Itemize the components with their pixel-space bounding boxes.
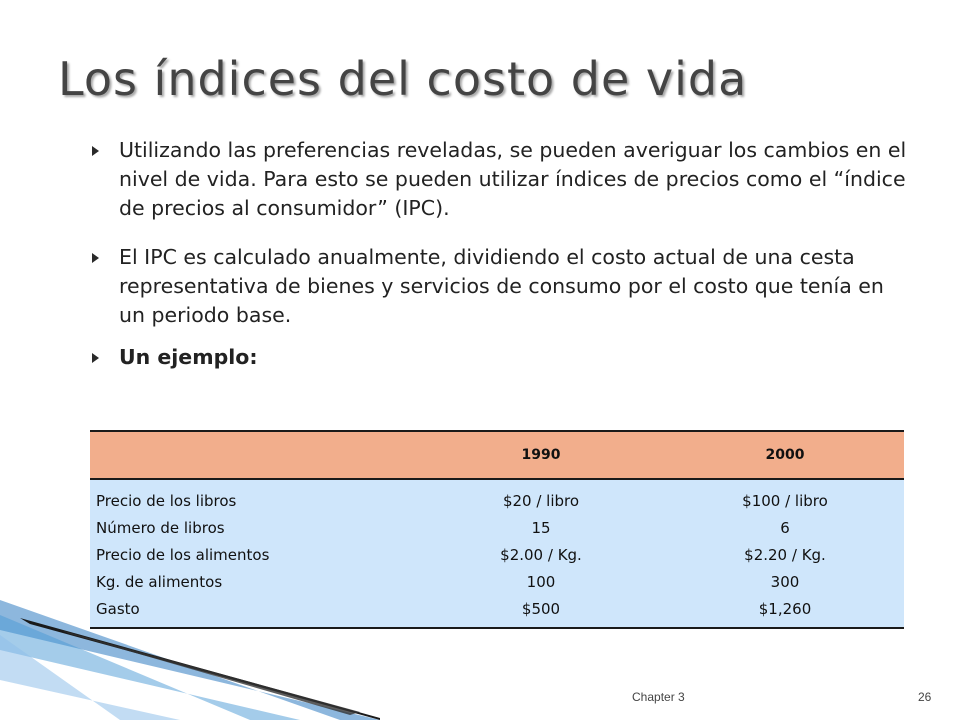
table-cell: Kg. de alimentos: [90, 569, 416, 596]
slide-title: Los índices del costo de vida: [58, 52, 748, 106]
table-header-row: 1990 2000: [90, 430, 904, 480]
table-header-cell: 1990: [416, 430, 666, 480]
table-cell: $20 / libro: [416, 479, 666, 515]
table-cell: Precio de los libros: [90, 479, 416, 515]
table-row: Gasto $500 $1,260: [90, 596, 904, 629]
decorative-swoosh: [0, 600, 380, 720]
table-cell: $500: [416, 596, 666, 629]
table-cell: $2.20 / Kg.: [666, 542, 904, 569]
footer-chapter: Chapter 3: [632, 690, 685, 704]
triangle-bullet-icon: [92, 253, 99, 263]
table-cell: $1,260: [666, 596, 904, 629]
table-cell: 6: [666, 515, 904, 542]
bullet-item: El IPC es calculado anualmente, dividien…: [88, 243, 908, 330]
dark-swoosh-line-2: [60, 630, 360, 715]
table-cell: $2.00 / Kg.: [416, 542, 666, 569]
table-row: Kg. de alimentos 100 300: [90, 569, 904, 596]
table-cell: 100: [416, 569, 666, 596]
bullet-item: Utilizando las preferencias reveladas, s…: [88, 136, 908, 223]
blue-swoosh-front: [0, 635, 180, 720]
triangle-bullet-icon: [92, 146, 99, 156]
table-header-cell: [90, 430, 416, 480]
bullet-text: Un ejemplo:: [119, 345, 258, 369]
page-number: 26: [918, 690, 932, 704]
bullet-list: Utilizando las preferencias reveladas, s…: [88, 136, 908, 372]
bullet-item: Un ejemplo:: [88, 343, 908, 372]
table-cell: Gasto: [90, 596, 416, 629]
table-cell: 300: [666, 569, 904, 596]
bullet-text: Utilizando las preferencias reveladas, s…: [119, 138, 907, 220]
table-row: Precio de los alimentos $2.00 / Kg. $2.2…: [90, 542, 904, 569]
table-cell: 15: [416, 515, 666, 542]
example-table: 1990 2000 Precio de los libros $20 / lib…: [90, 430, 904, 629]
bullet-text: El IPC es calculado anualmente, dividien…: [119, 245, 884, 327]
table-cell: Precio de los alimentos: [90, 542, 416, 569]
table-row: Precio de los libros $20 / libro $100 / …: [90, 479, 904, 515]
table-header-cell: 2000: [666, 430, 904, 480]
triangle-bullet-icon: [92, 353, 99, 363]
table-row: Número de libros 15 6: [90, 515, 904, 542]
table-cell: $100 / libro: [666, 479, 904, 515]
table-cell: Número de libros: [90, 515, 416, 542]
